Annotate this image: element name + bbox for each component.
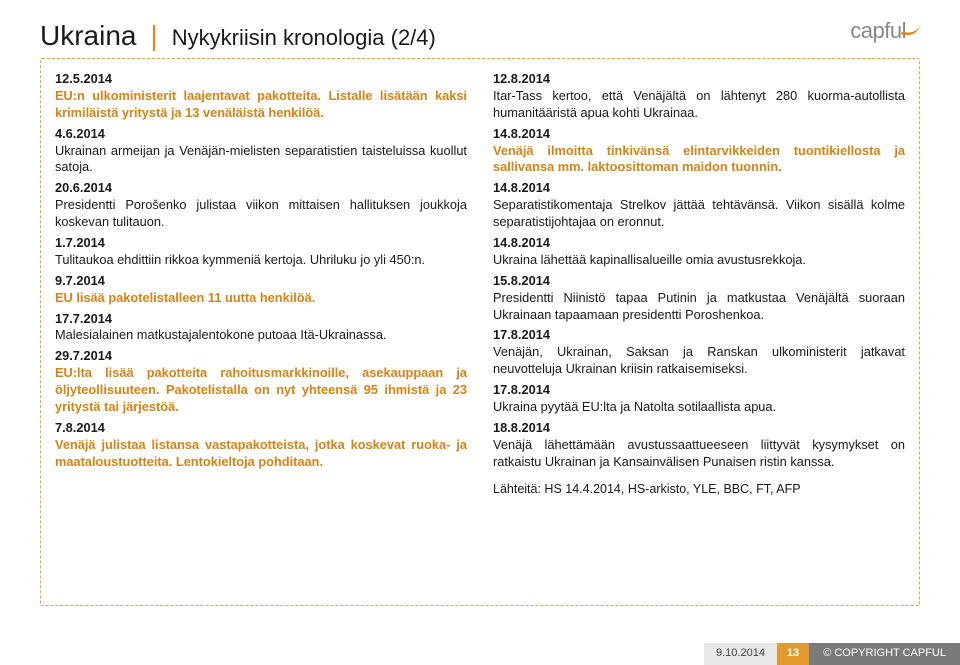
slide-header: Ukraina | Nykykriisin kronologia (2/4): [40, 20, 920, 52]
entry-text: Ukrainan armeijan ja Venäjän-mielisten s…: [55, 143, 467, 175]
entry-date: 17.8.2014: [493, 382, 905, 399]
entry-text: Itar-Tass kertoo, että Venäjältä on läht…: [493, 88, 905, 120]
entry-text: Venäjä lähettämään avustussaattueeseen l…: [493, 437, 905, 469]
timeline-entry: 1.7.2014Tulitaukoa ehdittiin rikkoa kymm…: [55, 235, 467, 269]
timeline-entry: 17.7.2014Malesialainen matkustajalentoko…: [55, 311, 467, 345]
logo-text: capful: [850, 18, 906, 43]
entry-date: 14.8.2014: [493, 126, 905, 143]
title-sub: Nykykriisin kronologia (2/4): [172, 25, 436, 51]
timeline-entry: 17.8.2014Ukraina pyytää EU:lta ja Natolt…: [493, 382, 905, 416]
entry-text: Ukraina pyytää EU:lta ja Natolta sotilaa…: [493, 399, 776, 414]
entry-text: Venäjän, Ukrainan, Saksan ja Ranskan ulk…: [493, 344, 905, 376]
timeline-entry: 14.8.2014Ukraina lähettää kapinallisalue…: [493, 235, 905, 269]
entry-text: Tulitaukoa ehdittiin rikkoa kymmeniä ker…: [55, 252, 425, 267]
entry-date: 14.8.2014: [493, 180, 905, 197]
footer-date: 9.10.2014: [704, 643, 777, 665]
entry-date: 14.8.2014: [493, 235, 905, 252]
timeline-entry: 7.8.2014Venäjä julistaa listansa vastapa…: [55, 420, 467, 471]
entry-text: EU lisää pakotelistalleen 11 uutta henki…: [55, 290, 315, 305]
timeline-entry: 29.7.2014EU:lta lisää pakotteita rahoitu…: [55, 348, 467, 416]
entry-text: Presidentti Porošenko julistaa viikon mi…: [55, 197, 467, 229]
entry-text: EU:n ulkoministerit laajentavat pakottei…: [55, 88, 467, 120]
entry-date: 20.6.2014: [55, 180, 467, 197]
entry-date: 15.8.2014: [493, 273, 905, 290]
column-left: 12.5.2014EU:n ulkoministerit laajentavat…: [55, 69, 467, 597]
entry-text: Venäjä julistaa listansa vastapakotteist…: [55, 437, 467, 469]
entry-text: Venäjä ilmoitta tinkivänsä elintarvikkei…: [493, 143, 905, 175]
logo-swoosh-icon: [901, 21, 921, 37]
timeline-entry: 14.8.2014Separatistikomentaja Strelkov j…: [493, 180, 905, 231]
content-box: 12.5.2014EU:n ulkoministerit laajentavat…: [40, 58, 920, 606]
timeline-entry: 9.7.2014EU lisää pakotelistalleen 11 uut…: [55, 273, 467, 307]
entry-text: Separatistikomentaja Strelkov jättää teh…: [493, 197, 905, 229]
timeline-entry: 17.8.2014Venäjän, Ukrainan, Saksan ja Ra…: [493, 327, 905, 378]
entry-date: 7.8.2014: [55, 420, 467, 437]
slide-footer: 9.10.2014 13 © COPYRIGHT CAPFUL: [704, 643, 960, 665]
timeline-entry: 12.8.2014Itar-Tass kertoo, että Venäjält…: [493, 71, 905, 122]
timeline-entry: 4.6.2014Ukrainan armeijan ja Venäjän-mie…: [55, 126, 467, 177]
entry-date: 17.7.2014: [55, 311, 467, 328]
entry-date: 9.7.2014: [55, 273, 467, 290]
timeline-entry: 15.8.2014Presidentti Niinistö tapaa Puti…: [493, 273, 905, 324]
slide-page: Ukraina | Nykykriisin kronologia (2/4) c…: [0, 0, 960, 665]
title-separator: |: [150, 20, 157, 52]
entry-date: 17.8.2014: [493, 327, 905, 344]
entry-text: EU:lta lisää pakotteita rahoitusmarkkino…: [55, 365, 467, 414]
columns: 12.5.2014EU:n ulkoministerit laajentavat…: [55, 69, 905, 597]
entry-date: 12.8.2014: [493, 71, 905, 88]
footer-page-number: 13: [777, 643, 809, 665]
timeline-entry: 18.8.2014Venäjä lähettämään avustussaatt…: [493, 420, 905, 471]
timeline-entry: 14.8.2014Venäjä ilmoitta tinkivänsä elin…: [493, 126, 905, 177]
column-right: 12.8.2014Itar-Tass kertoo, että Venäjält…: [493, 69, 905, 597]
entry-date: 4.6.2014: [55, 126, 467, 143]
sources-line: Lähteitä: HS 14.4.2014, HS-arkisto, YLE,…: [493, 481, 905, 498]
entry-date: 1.7.2014: [55, 235, 467, 252]
footer-copyright: © COPYRIGHT CAPFUL: [809, 643, 960, 665]
entry-date: 12.5.2014: [55, 71, 467, 88]
entry-date: 29.7.2014: [55, 348, 467, 365]
title-main: Ukraina: [40, 20, 136, 52]
entry-text: Presidentti Niinistö tapaa Putinin ja ma…: [493, 290, 905, 322]
timeline-entry: 20.6.2014Presidentti Porošenko julistaa …: [55, 180, 467, 231]
entry-date: 18.8.2014: [493, 420, 905, 437]
brand-logo: capful: [850, 18, 920, 44]
entry-text: Ukraina lähettää kapinallisalueille omia…: [493, 252, 806, 267]
entry-text: Malesialainen matkustajalentokone putoaa…: [55, 327, 387, 342]
timeline-entry: 12.5.2014EU:n ulkoministerit laajentavat…: [55, 71, 467, 122]
